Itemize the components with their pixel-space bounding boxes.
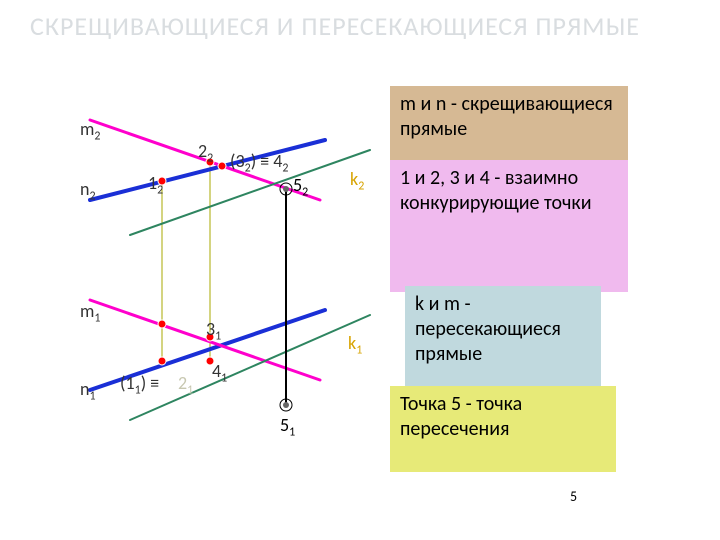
- label-l1121: (11) ≡: [120, 372, 159, 398]
- label-m2: m2: [80, 118, 100, 144]
- label-l12: 12: [148, 172, 163, 198]
- slide-number: 5: [570, 488, 577, 505]
- label-l22: 22: [198, 140, 213, 166]
- label-l3242: (32) ≡ 42: [230, 150, 288, 176]
- note-box-0: m и n - скрещивающиеся прямые: [390, 86, 628, 168]
- label-l52: 52: [293, 174, 308, 200]
- label-l31: 31: [206, 318, 221, 344]
- label-l51: 51: [280, 414, 295, 440]
- label-n1: n1: [80, 378, 96, 404]
- slide-title: СКРЕЩИВАЮЩИЕСЯ И ПЕРЕСЕКАЮЩИЕСЯ ПРЯМЫЕ: [30, 10, 640, 42]
- label-k1: k1: [348, 332, 362, 358]
- label-k2: k2: [350, 168, 364, 194]
- note-box-2: k и m - пересекающиеся прямые: [405, 286, 601, 392]
- label-m1: m1: [80, 300, 100, 326]
- note-box-1: 1 и 2, 3 и 4 - взаимно конкурирующие точ…: [390, 160, 628, 292]
- label-n2: n2: [80, 178, 96, 204]
- label-l41: 41: [212, 360, 227, 386]
- diagram-stage: [60, 100, 390, 450]
- note-box-3: Точка 5 - точка пересечения: [390, 386, 616, 472]
- label-l21: 21: [178, 372, 193, 398]
